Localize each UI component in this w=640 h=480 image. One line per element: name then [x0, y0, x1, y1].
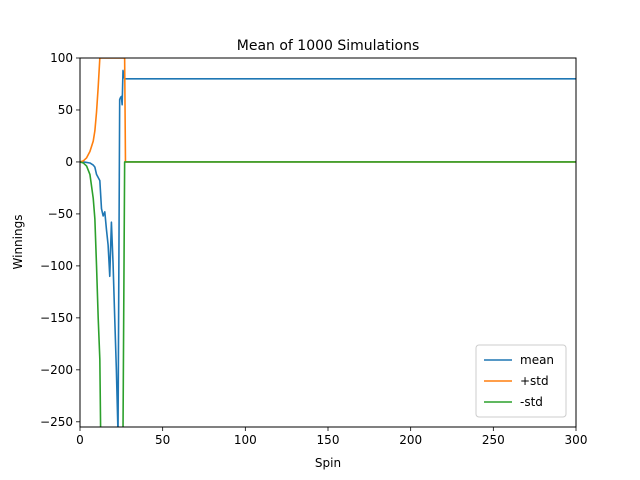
- y-axis-label: Winnings: [11, 215, 25, 270]
- series-line-1: [80, 58, 576, 163]
- legend-label: mean: [520, 353, 554, 367]
- series-layer: [80, 58, 576, 427]
- legend-label: -std: [520, 395, 543, 409]
- y-tick-label: 50: [58, 103, 73, 117]
- y-tick-label: 0: [65, 155, 73, 169]
- x-axis-label: Spin: [315, 456, 341, 470]
- y-tick-label: −50: [48, 207, 73, 221]
- x-tick-label: 150: [317, 433, 340, 447]
- x-tick-label: 200: [399, 433, 422, 447]
- y-tick-label: −200: [40, 363, 73, 377]
- legend-label: +std: [520, 374, 549, 388]
- y-tick-label: 100: [50, 51, 73, 65]
- series-line-0: [80, 69, 576, 427]
- x-tick-label: 250: [482, 433, 505, 447]
- y-tick-label: −250: [40, 415, 73, 429]
- legend-box: [475, 344, 567, 418]
- x-axis: 0 50 100 150 200 250 300: [76, 427, 587, 447]
- chart-title: Mean of 1000 Simulations: [237, 38, 420, 54]
- x-tick-label: 300: [565, 433, 588, 447]
- y-tick-label: −100: [40, 259, 73, 273]
- x-tick-label: 100: [234, 433, 257, 447]
- y-axis: 100 50 0 −50 −100 −150 −200 −250: [40, 51, 80, 429]
- plot-area: [79, 57, 577, 428]
- series-line-2: [80, 161, 576, 427]
- x-tick-label: 50: [155, 433, 170, 447]
- x-tick-label: 0: [76, 433, 84, 447]
- y-tick-label: −150: [40, 311, 73, 325]
- legend: mean +std -std: [475, 344, 567, 418]
